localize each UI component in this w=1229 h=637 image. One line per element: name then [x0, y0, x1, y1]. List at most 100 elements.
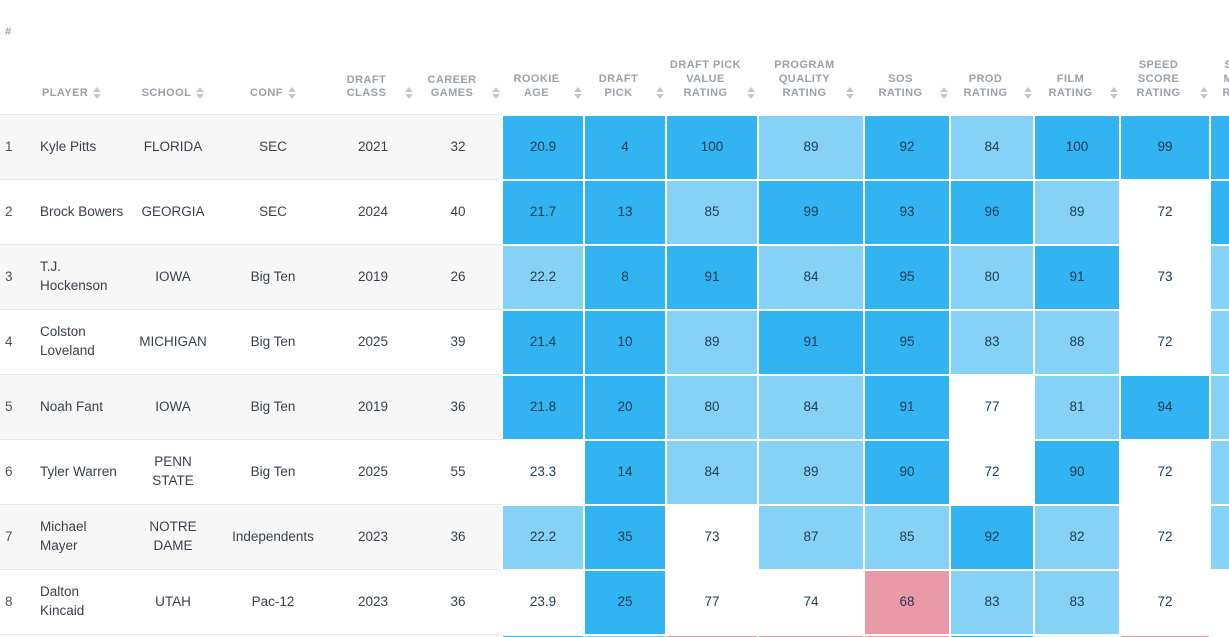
super_model-rating-cell: 81 [1209, 503, 1229, 571]
conf-cell: Big Ten [215, 244, 331, 310]
column-header-film[interactable]: FILM RATING [1034, 0, 1120, 115]
column-header-draft_pick[interactable]: DRAFT PICK [584, 0, 666, 115]
sort-icon [940, 86, 948, 99]
sos-rating-cell: 92 [863, 113, 951, 181]
school-cell: IOWA [131, 244, 215, 310]
prod-rating-cell: 83 [949, 308, 1035, 376]
career_games-cell: 26 [415, 244, 502, 310]
sort-icon [196, 87, 205, 99]
sos-rating-cell: 95 [863, 308, 951, 376]
header-content: DRAFT PICK [586, 73, 664, 101]
player-cell: Kyle Pitts [32, 114, 131, 180]
film-rating-cell: 100 [1033, 113, 1121, 181]
prod-rating-cell: 92 [949, 503, 1035, 571]
column-header-school[interactable]: SCHOOL [131, 0, 215, 115]
school-cell: MICHIGAN [131, 309, 215, 375]
column-header-sos[interactable]: SOS RATING [864, 0, 950, 115]
career_games-cell: 32 [415, 114, 502, 180]
player-cell: Tyler Warren [32, 439, 131, 505]
column-header-rookie_age[interactable]: ROOKIE AGE [502, 0, 584, 115]
speed_score-rating-cell: 72 [1119, 568, 1211, 636]
draft_pick_value-rating-cell: 100 [665, 113, 759, 181]
column-label-conf: CONF [250, 87, 283, 100]
header-content: PLAYER [34, 87, 129, 101]
sort-icon [405, 87, 413, 99]
header-content: SUPER MODEL RATING [1212, 59, 1229, 100]
player-cell: Michael Mayer [32, 504, 131, 570]
table-header: # PLAYER SCHOOL CONF DRAFT CLASS CAREER GAMES… [0, 0, 1229, 115]
film-rating-cell: 83 [1033, 568, 1121, 636]
prod-rating-cell: 83 [949, 568, 1035, 636]
speed_score-rating-cell: 99 [1119, 113, 1211, 181]
draft_pick-rating-cell: 67 [583, 633, 667, 637]
career_games-cell: 39 [415, 309, 502, 375]
header-content: SCHOOL [133, 87, 213, 101]
column-header-draft_class[interactable]: DRAFT CLASS [331, 0, 415, 115]
conf-cell: Independents [215, 504, 331, 570]
column-header-program_quality[interactable]: PROGRAM QUALITY RATING [758, 0, 864, 115]
table-row: 9Harold Fannin Jr.BOWL GREENMAC20253621.… [0, 633, 1229, 637]
speed_score-rating-cell: 72 [1119, 503, 1211, 571]
career_games-cell: 36 [415, 374, 502, 440]
table-row: 6 Tyler Warren PENN STATE Big Ten 2025 55 23.3… [0, 438, 1229, 506]
draft_class-cell: 2025 [331, 634, 415, 637]
column-header-rank: # [0, 0, 32, 115]
prod-rating-cell: 80 [949, 243, 1035, 311]
prod-rating-cell: 72 [949, 438, 1035, 506]
school-cell: FLORIDA [131, 114, 215, 180]
sort-icon [1199, 86, 1208, 99]
column-label-rank: # [5, 26, 12, 38]
column-header-conf[interactable]: CONF [215, 0, 331, 115]
sos-rating-cell: 68 [863, 568, 951, 636]
program_quality-rating-cell: 84 [757, 243, 865, 311]
rank-cell: 4 [0, 309, 32, 375]
rookie_age-rating-cell: 20.9 [501, 113, 585, 181]
column-label-program_quality: PROGRAM QUALITY RATING [774, 59, 835, 99]
draft_pick-rating-cell: 25 [583, 568, 667, 636]
player-cell: Harold Fannin Jr. [32, 634, 131, 637]
school-cell: BOWL GREEN [131, 634, 215, 637]
rookie_age-rating-cell: 21.7 [501, 178, 585, 246]
prod-rating-cell: 84 [949, 113, 1035, 181]
speed_score-rating-cell: 67 [1119, 633, 1211, 637]
sort-icon [746, 86, 755, 99]
draft_pick-rating-cell: 13 [583, 178, 667, 246]
column-header-draft_pick_value[interactable]: DRAFT PICK VALUE RATING [666, 0, 758, 115]
player-cell: Dalton Kincaid [32, 569, 131, 635]
player-cell: T.J. Hockenson [32, 244, 131, 310]
column-header-super_model[interactable]: SUPER MODEL RATING [1210, 0, 1229, 115]
column-label-speed_score: SPEED SCORE RATING [1136, 59, 1181, 99]
column-label-prod: PROD RATING [963, 73, 1008, 99]
conf-cell: SEC [215, 179, 331, 245]
prod-rating-cell: 100 [949, 633, 1035, 637]
table-row: 8 Dalton Kincaid UTAH Pac-12 2023 36 23.9 25 77 7… [0, 568, 1229, 636]
prod-rating-cell: 77 [949, 373, 1035, 441]
super_model-rating-cell: 79 [1209, 568, 1229, 636]
column-header-speed_score[interactable]: SPEED SCORE RATING [1120, 0, 1210, 115]
column-header-player[interactable]: PLAYER [32, 0, 131, 115]
sos-rating-cell: 93 [863, 178, 951, 246]
column-header-career_games[interactable]: CAREER GAMES [415, 0, 502, 115]
film-rating-cell: 88 [1033, 308, 1121, 376]
header-content: CONF [217, 87, 329, 101]
column-label-player: PLAYER [42, 87, 89, 100]
column-label-draft_pick_value: DRAFT PICK VALUE RATING [669, 59, 741, 99]
super_model-rating-cell: 88 [1209, 308, 1229, 376]
sort-icon [492, 87, 500, 99]
column-label-school: SCHOOL [141, 87, 192, 100]
draft_pick_value-rating-cell: 85 [665, 178, 759, 246]
sos-rating-cell: 85 [863, 503, 951, 571]
column-header-prod[interactable]: PROD RATING [950, 0, 1034, 115]
header-row: # PLAYER SCHOOL CONF DRAFT CLASS CAREER GAMES… [0, 0, 1229, 115]
rank-cell: 7 [0, 504, 32, 570]
column-label-draft_class: DRAFT CLASS [346, 73, 387, 100]
header-content: SOS RATING [866, 73, 948, 101]
school-cell: NOTRE DAME [131, 504, 215, 570]
film-rating-cell: 91 [1033, 243, 1121, 311]
player-cell: Brock Bowers [32, 179, 131, 245]
sort-icon [845, 86, 854, 99]
super_model-rating-cell: 83 [1209, 373, 1229, 441]
sort-icon [1110, 86, 1118, 99]
header-content: ROOKIE AGE [504, 73, 582, 101]
